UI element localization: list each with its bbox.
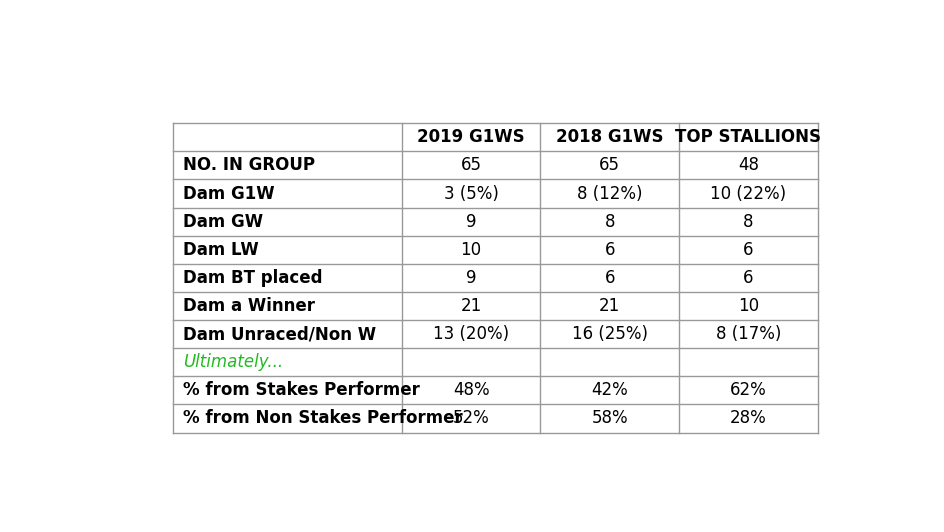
Text: 52%: 52% (452, 410, 489, 427)
Text: 48: 48 (737, 156, 758, 174)
Text: 9: 9 (465, 269, 476, 287)
Text: TOP STALLIONS: TOP STALLIONS (675, 128, 820, 146)
Text: 6: 6 (604, 241, 615, 259)
Text: 10: 10 (460, 241, 481, 259)
Text: 6: 6 (742, 269, 752, 287)
Text: 28%: 28% (729, 410, 766, 427)
Text: 21: 21 (460, 297, 481, 315)
Text: 62%: 62% (729, 381, 766, 400)
Text: 2019 G1WS: 2019 G1WS (417, 128, 524, 146)
Text: Dam a Winner: Dam a Winner (182, 297, 314, 315)
Text: 2018 G1WS: 2018 G1WS (555, 128, 663, 146)
Text: % from Stakes Performer: % from Stakes Performer (182, 381, 419, 400)
Text: 10 (22%): 10 (22%) (710, 185, 785, 203)
Text: 8 (12%): 8 (12%) (577, 185, 642, 203)
Text: 8: 8 (604, 213, 615, 231)
Text: % from Non Stakes Performer: % from Non Stakes Performer (182, 410, 462, 427)
Text: Ultimately...: Ultimately... (182, 353, 282, 371)
Text: 48%: 48% (452, 381, 489, 400)
Text: Dam Unraced/Non W: Dam Unraced/Non W (182, 325, 376, 343)
Text: 3 (5%): 3 (5%) (444, 185, 498, 203)
Text: 6: 6 (742, 241, 752, 259)
Text: Dam LW: Dam LW (182, 241, 258, 259)
Text: 65: 65 (598, 156, 619, 174)
Text: 6: 6 (604, 269, 615, 287)
Text: Dam G1W: Dam G1W (182, 185, 274, 203)
Text: Dam GW: Dam GW (182, 213, 262, 231)
Text: 8 (17%): 8 (17%) (715, 325, 780, 343)
Text: Dam BT placed: Dam BT placed (182, 269, 322, 287)
Text: 58%: 58% (591, 410, 628, 427)
Text: 13 (20%): 13 (20%) (432, 325, 509, 343)
Text: NO. IN GROUP: NO. IN GROUP (182, 156, 314, 174)
Text: 16 (25%): 16 (25%) (571, 325, 647, 343)
Text: 21: 21 (598, 297, 619, 315)
Text: 65: 65 (460, 156, 481, 174)
Text: 42%: 42% (591, 381, 628, 400)
Text: 9: 9 (465, 213, 476, 231)
Text: 10: 10 (737, 297, 758, 315)
Text: 8: 8 (742, 213, 752, 231)
